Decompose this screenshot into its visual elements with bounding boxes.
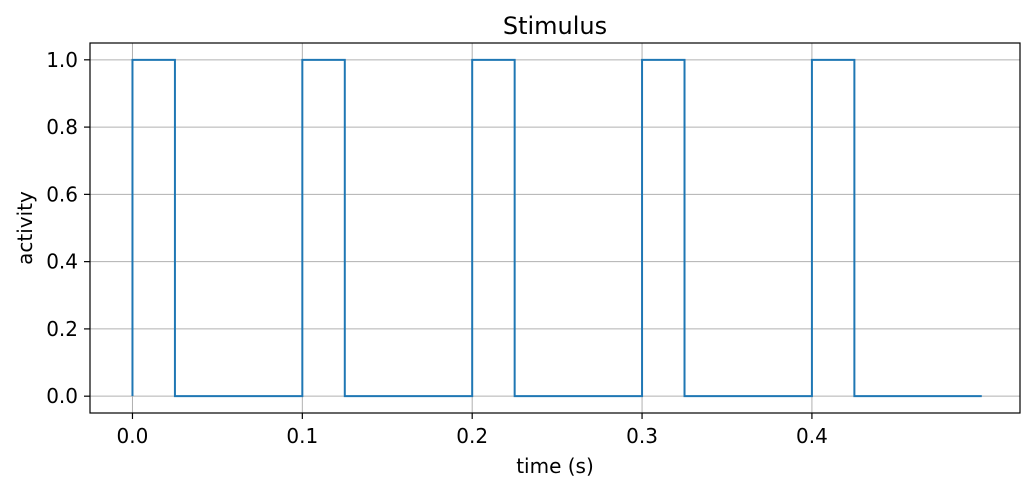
x-tick-label: 0.1 <box>286 424 318 448</box>
x-tick-label: 0.3 <box>626 424 658 448</box>
x-tick-label: 0.4 <box>796 424 828 448</box>
x-tick-label: 0.2 <box>456 424 488 448</box>
y-tick-label: 0.8 <box>46 115 78 139</box>
y-tick-label: 0.6 <box>46 182 78 206</box>
grid <box>90 43 1020 413</box>
y-tick-label: 0.0 <box>46 384 78 408</box>
chart-title: Stimulus <box>503 12 607 40</box>
y-tick-label: 1.0 <box>46 48 78 72</box>
x-tick-label: 0.0 <box>117 424 149 448</box>
axis-ticks: 0.0 0.1 0.2 0.3 0.4 0.0 0.2 0.4 0.6 0.8 1.0 <box>46 48 828 448</box>
plot-frame <box>89 42 1021 414</box>
y-tick-label: 0.4 <box>46 250 78 274</box>
y-tick-label: 0.2 <box>46 317 78 341</box>
x-axis-label: time (s) <box>516 454 594 478</box>
plot-data <box>131 58 982 398</box>
y-axis-label: activity <box>13 191 37 265</box>
stimulus-series-line <box>131 58 982 398</box>
